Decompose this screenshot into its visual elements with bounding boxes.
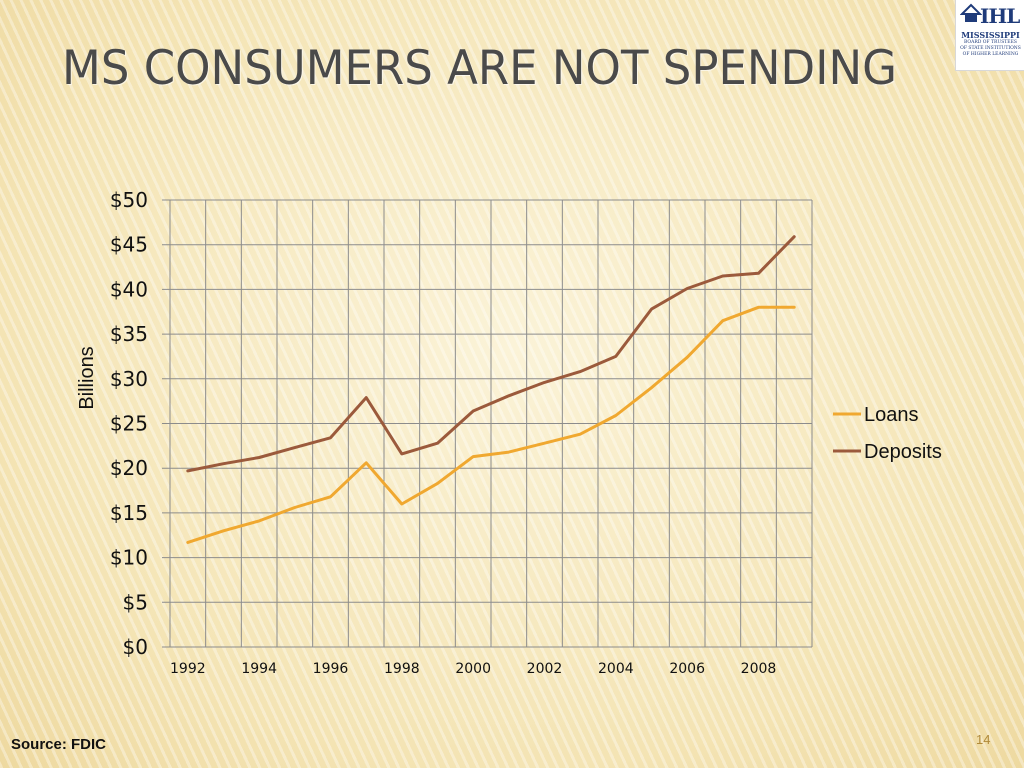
logo-subtitle-line: BOARD OF TRUSTEES (964, 40, 1017, 45)
x-tick-label: 1998 (384, 661, 420, 677)
x-tick-label: 1992 (170, 661, 206, 677)
data-point (258, 456, 261, 459)
y-tick-label: $20 (110, 456, 148, 480)
data-point (365, 396, 368, 399)
data-point (721, 319, 724, 322)
logo-mark: IHL (980, 4, 1020, 28)
data-point (757, 306, 760, 309)
data-point (543, 381, 546, 384)
data-point (721, 274, 724, 277)
data-point (258, 519, 261, 522)
data-point (579, 370, 582, 373)
series-line-loans (186, 305, 796, 544)
y-tick-label: $5 (123, 590, 148, 614)
data-point (650, 386, 653, 389)
legend-label: Loans (864, 404, 919, 426)
ihl-logo: IHL MISSISSIPPI BOARD OF TRUSTEES OF STA… (955, 0, 1024, 71)
data-point (436, 442, 439, 445)
series-line-deposits (186, 235, 796, 473)
data-point (507, 394, 510, 397)
data-point (472, 455, 475, 458)
x-tick-label: 2006 (669, 661, 705, 677)
y-tick-label: $25 (110, 412, 148, 436)
y-tick-label: $40 (110, 277, 148, 301)
y-tick-label: $15 (110, 501, 148, 525)
data-point (793, 306, 796, 309)
y-tick-label: $10 (110, 546, 148, 570)
slide-title: MS CONSUMERS ARE NOT SPENDING (62, 40, 898, 96)
logo-subtitle-line: OF HIGHER LEARNING (962, 52, 1019, 57)
data-point (650, 308, 653, 311)
logo-subtitle-line: OF STATE INSTITUTIONS (960, 46, 1021, 51)
data-point (543, 442, 546, 445)
data-point (329, 495, 332, 498)
source-note: Source: FDIC (11, 736, 107, 753)
x-tick-label: 1996 (313, 661, 349, 677)
logo-subtitle: BOARD OF TRUSTEES OF STATE INSTITUTIONS … (958, 40, 1023, 58)
x-tick-label: 2000 (455, 661, 491, 677)
data-point (293, 506, 296, 509)
y-tick-label: $0 (123, 635, 148, 659)
logo-name: MISSISSIPPI (961, 30, 1020, 40)
x-tick-label: 2004 (598, 661, 634, 677)
house-icon (960, 3, 982, 22)
data-point (614, 355, 617, 358)
data-point (579, 433, 582, 436)
data-point (222, 529, 225, 532)
y-axis-label: Billions (76, 346, 98, 409)
data-point (222, 462, 225, 465)
legend-label: Deposits (864, 441, 942, 463)
y-tick-label: $50 (110, 188, 148, 212)
data-point (686, 356, 689, 359)
data-point (400, 502, 403, 505)
data-point (686, 287, 689, 290)
data-point (507, 451, 510, 454)
data-point (186, 469, 189, 472)
y-tick-label: $45 (110, 233, 148, 257)
data-point (186, 541, 189, 544)
data-point (293, 446, 296, 449)
data-point (614, 414, 617, 417)
data-point (400, 452, 403, 455)
data-point (793, 235, 796, 238)
data-point (472, 409, 475, 412)
page-number: 14 (976, 732, 991, 747)
data-point (365, 461, 368, 464)
x-tick-label: 1994 (241, 661, 277, 677)
x-tick-label: 2002 (527, 661, 563, 677)
y-tick-label: $30 (110, 367, 148, 391)
data-point (757, 272, 760, 275)
data-point (436, 482, 439, 485)
data-point (329, 436, 332, 439)
y-tick-label: $35 (110, 322, 148, 346)
x-tick-label: 2008 (741, 661, 777, 677)
